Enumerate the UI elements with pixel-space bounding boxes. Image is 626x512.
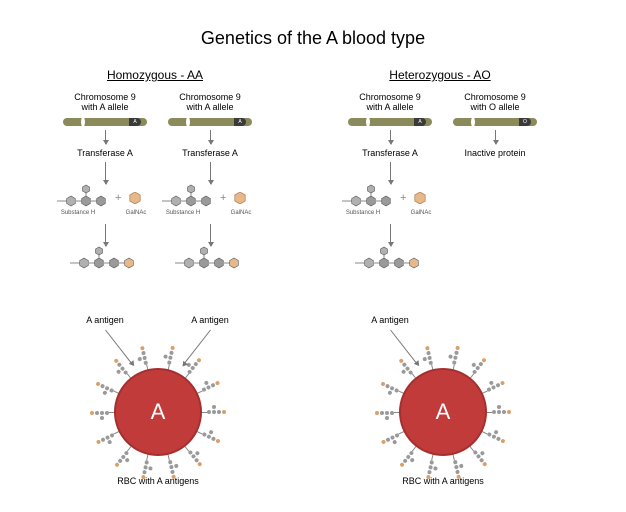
antigen-chain-icon <box>113 445 133 468</box>
antigen-chain-icon <box>140 345 151 371</box>
rbc-label: RBC with A antigens <box>383 476 503 486</box>
antigen-chain-icon <box>89 410 115 415</box>
antigen-chain-icon <box>374 410 400 415</box>
galnac-label: GalNAc <box>226 210 256 216</box>
antigen-label: A antigen <box>165 315 255 325</box>
antigen-chain-icon <box>201 410 227 415</box>
antigen-chain-icon <box>95 380 121 396</box>
chromosome-allele-band: A <box>414 118 426 126</box>
transferase-label: Transferase A <box>60 148 150 158</box>
chromosome-allele-band: A <box>129 118 141 126</box>
antigen-chain-icon <box>380 429 406 445</box>
antigen-chain-icon <box>468 445 488 468</box>
antigen-chain-icon <box>196 429 222 445</box>
rbc-cell: A <box>114 368 202 456</box>
a-antigen-molecule <box>355 252 425 274</box>
arrow-icon <box>210 162 211 184</box>
rbc-cell: A <box>399 368 487 456</box>
antigen-chain-icon <box>481 380 507 396</box>
substance-h-label: Substance H <box>53 210 103 216</box>
galnac-label: GalNAc <box>406 210 436 216</box>
plus-icon: + <box>400 192 406 204</box>
chromosome-label: Chromosome 9with A allele <box>60 92 150 113</box>
chromosome-centromere <box>366 117 370 127</box>
galnac-label: GalNAc <box>121 210 151 216</box>
arrow-icon <box>210 224 211 246</box>
antigen-chain-icon <box>450 345 461 371</box>
antigen-label: A antigen <box>345 315 435 325</box>
antigen-chain-icon <box>481 429 507 445</box>
arrow-icon <box>105 130 106 144</box>
section-heterozygous: Heterozygous - AO <box>380 68 500 82</box>
antigen-chain-icon <box>380 380 406 396</box>
transferase-label: Transferase A <box>165 148 255 158</box>
diagram-title: Genetics of the A blood type <box>0 28 626 49</box>
chromosome-centromere <box>186 117 190 127</box>
antigen-chain-icon <box>468 357 488 380</box>
galnac-hexagon <box>414 192 426 204</box>
transferase-label: Transferase A <box>345 148 435 158</box>
arrow-icon <box>105 224 106 246</box>
antigen-chain-icon <box>398 445 418 468</box>
chromosome-allele-band: A <box>234 118 246 126</box>
antigen-chain-icon <box>165 345 176 371</box>
arrow-icon <box>210 130 211 144</box>
plus-icon: + <box>115 192 121 204</box>
arrow-icon <box>105 162 106 184</box>
chromosome-label: Chromosome 9with A allele <box>165 92 255 113</box>
antigen-chain-icon <box>425 345 436 371</box>
rbc-label: RBC with A antigens <box>98 476 218 486</box>
antigen-chain-icon <box>183 445 203 468</box>
antigen-chain-icon <box>196 380 222 396</box>
arrow-icon <box>390 130 391 144</box>
arrow-icon <box>390 224 391 246</box>
a-antigen-molecule <box>175 252 245 274</box>
chromosome-centromere <box>81 117 85 127</box>
transferase-label: Inactive protein <box>450 148 540 158</box>
substance-h-label: Substance H <box>158 210 208 216</box>
chromosome-label: Chromosome 9with O allele <box>450 92 540 113</box>
arrow-icon <box>390 162 391 184</box>
chromosome-allele-band: O <box>519 118 531 126</box>
chromosome-label: Chromosome 9with A allele <box>345 92 435 113</box>
arrow-icon <box>495 130 496 144</box>
chromosome-centromere <box>471 117 475 127</box>
a-antigen-molecule <box>70 252 140 274</box>
substance-h-label: Substance H <box>338 210 388 216</box>
plus-icon: + <box>220 192 226 204</box>
galnac-hexagon <box>129 192 141 204</box>
antigen-label: A antigen <box>60 315 150 325</box>
galnac-hexagon <box>234 192 246 204</box>
antigen-chain-icon <box>486 410 512 415</box>
antigen-chain-icon <box>95 429 121 445</box>
section-homozygous: Homozygous - AA <box>95 68 215 82</box>
